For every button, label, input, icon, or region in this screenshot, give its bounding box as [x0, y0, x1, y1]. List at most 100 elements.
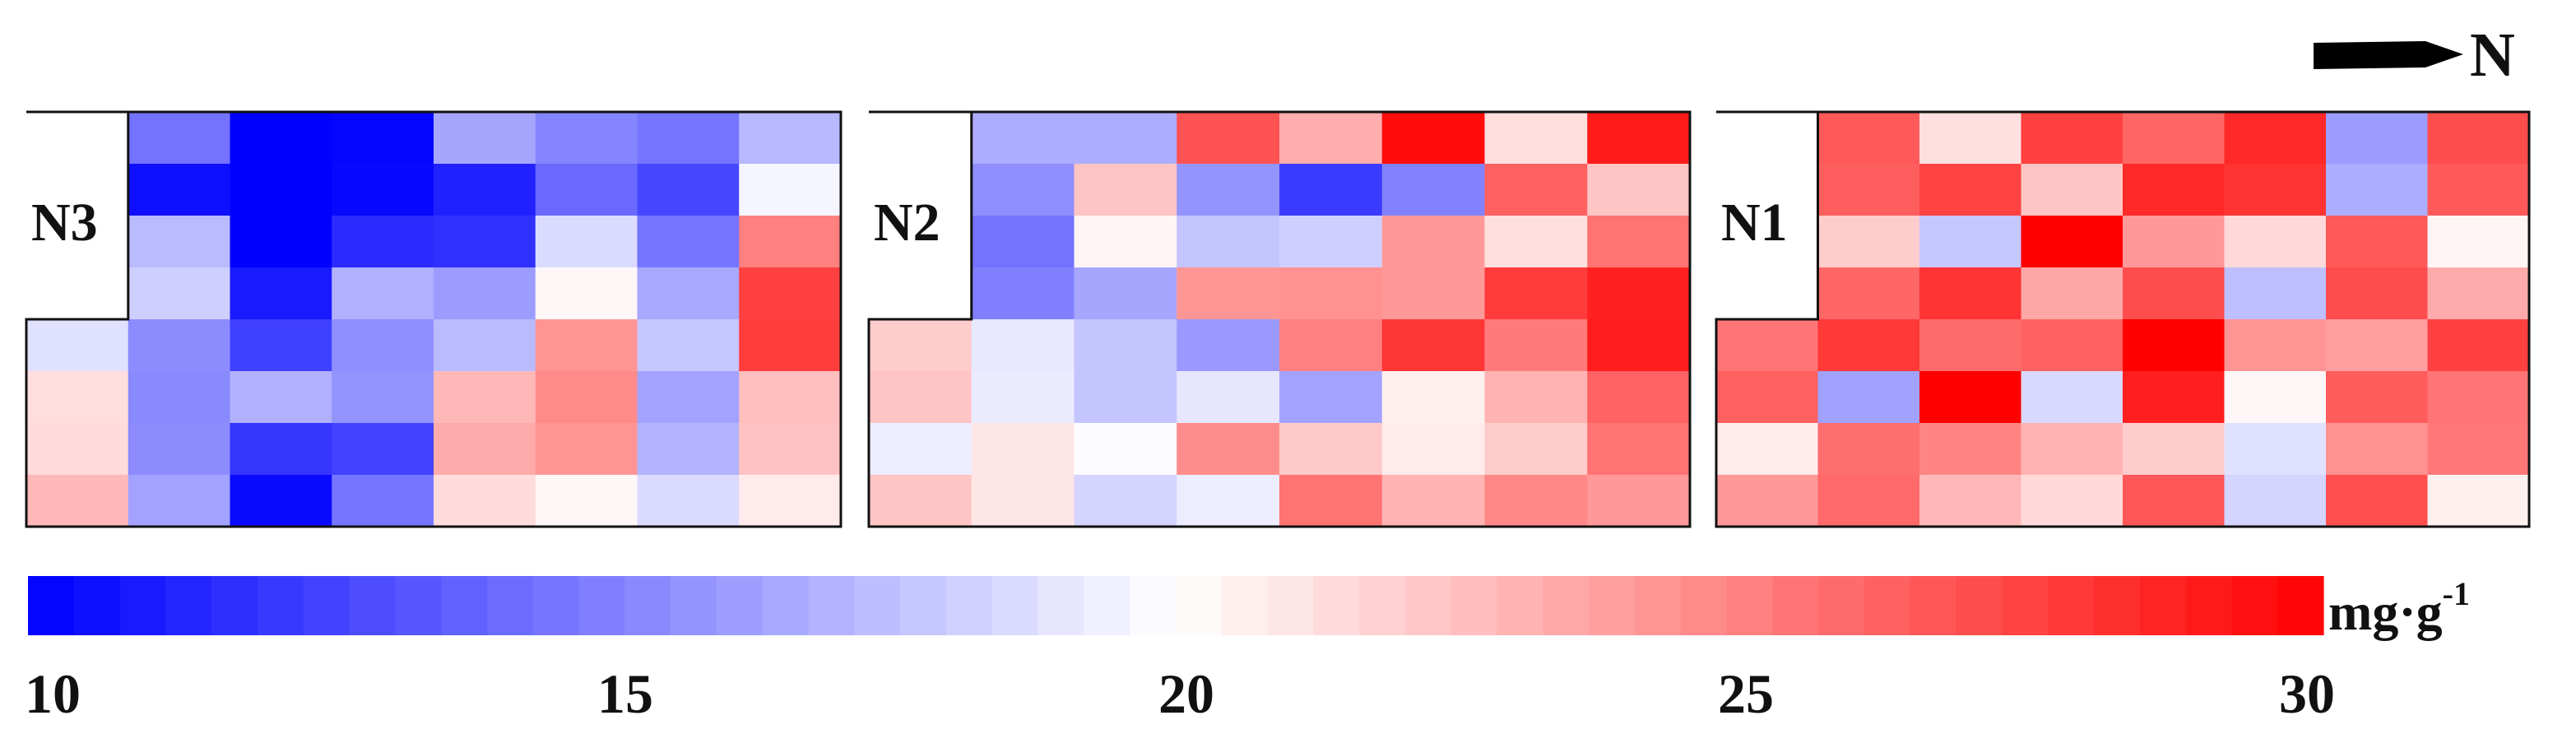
heatmap-cell: [869, 423, 972, 476]
colorbar-swatch: [1497, 576, 1543, 635]
heatmap-cell: [2224, 112, 2327, 165]
colorbar-swatch: [762, 576, 810, 635]
heatmap-cell: [535, 164, 638, 216]
heatmap-cell: [230, 371, 332, 424]
heatmap-cell: [1279, 112, 1383, 165]
heatmap-cell: [971, 371, 1075, 424]
colorbar-swatch: [808, 576, 855, 635]
heatmap-cell: [128, 216, 231, 268]
heatmap-cell: [1587, 164, 1691, 216]
colorbar-swatch: [1267, 576, 1314, 635]
heatmap-cell: [230, 164, 332, 216]
colorbar-swatch: [487, 576, 534, 635]
heatmap-cell: [2021, 164, 2123, 216]
heatmap-cell: [637, 164, 740, 216]
heatmap-cell: [2427, 267, 2530, 320]
colorbar-swatch: [946, 576, 993, 635]
heatmap-cell: [739, 216, 842, 268]
heatmap-cell: [1484, 319, 1588, 372]
heatmap-cell: [2123, 371, 2226, 424]
heatmap-cell: [2021, 371, 2123, 424]
panel-label: N1: [1721, 193, 1788, 253]
colorbar-tick-label: 20: [1158, 662, 1214, 725]
heatmap-cell: [230, 423, 332, 476]
heatmap-cell: [1381, 319, 1486, 372]
heatmap-cell: [1484, 112, 1588, 165]
heatmap-cell: [2021, 112, 2123, 165]
heatmap-cell: [1381, 267, 1486, 320]
heatmap-cell: [1177, 164, 1280, 216]
heatmap-cell: [128, 371, 231, 424]
panel-notch: [26, 112, 128, 319]
colorbar-swatch: [2048, 576, 2095, 635]
heatmap-cell: [1177, 319, 1280, 372]
heatmap-cell: [26, 319, 129, 372]
heatmap-cell: [434, 371, 536, 424]
heatmap-cell: [2123, 267, 2226, 320]
heatmap-cell: [535, 216, 638, 268]
heatmap-cell: [1817, 112, 1920, 165]
heatmap-cell: [1587, 267, 1691, 320]
panel-notch: [1716, 112, 1818, 319]
heatmap-cell: [1279, 216, 1383, 268]
heatmap-cell: [2427, 216, 2530, 268]
heatmap-cell: [2021, 319, 2123, 372]
colorbar-swatch: [73, 576, 121, 635]
panel-border: [25, 110, 842, 528]
heatmap-cell: [2123, 423, 2226, 476]
colorbar-unit-label: mg·g-1: [2328, 575, 2470, 641]
heatmap-cell: [1381, 423, 1486, 476]
heatmap-cell: [1484, 475, 1588, 527]
colorbar-swatch: [211, 576, 258, 635]
heatmap-cell: [2326, 319, 2429, 372]
heatmap-cell: [332, 423, 434, 476]
heatmap-cell: [26, 475, 129, 527]
colorbar-swatch: [1037, 576, 1084, 635]
heatmap-cell: [637, 216, 740, 268]
heatmap-cell: [1279, 371, 1383, 424]
heatmap-cell: [1279, 475, 1383, 527]
colorbar-swatch: [1818, 576, 1865, 635]
colorbar-swatch: [1910, 576, 1957, 635]
heatmap-cell: [2427, 319, 2530, 372]
heatmap-cell: [1919, 164, 2022, 216]
heatmap-cell: [535, 319, 638, 372]
heatmap-cell: [1177, 423, 1280, 476]
heatmap-cell: [2326, 423, 2429, 476]
heatmap-cell: [2021, 216, 2123, 268]
heatmap-cell: [1587, 112, 1691, 165]
heatmap-cell: [2123, 319, 2226, 372]
heatmap-cell: [434, 423, 536, 476]
colorbar-swatch: [900, 576, 947, 635]
heatmap-cell: [1817, 216, 1920, 268]
heatmap-cell: [332, 267, 434, 320]
heatmap-cell: [869, 319, 972, 372]
heatmap-cell: [230, 267, 332, 320]
heatmap-cell: [1074, 164, 1177, 216]
heatmap-cell: [535, 371, 638, 424]
heatmap-cell: [1919, 423, 2022, 476]
heatmap-cell: [2427, 164, 2530, 216]
heatmap-cell: [535, 267, 638, 320]
colorbar-swatch: [28, 576, 75, 635]
colorbar-swatch: [1313, 576, 1360, 635]
heatmap-cell: [1074, 475, 1177, 527]
heatmap-cell: [1177, 475, 1280, 527]
heatmap-panels: N3 N2 N1: [25, 110, 2531, 528]
heatmap-cell: [1279, 423, 1383, 476]
heatmap-cell: [1074, 371, 1177, 424]
heatmap-cell: [128, 112, 231, 165]
heatmap-cell: [739, 423, 842, 476]
heatmap-cell: [1074, 267, 1177, 320]
heatmap-cell: [1919, 319, 2022, 372]
heatmap-cell: [1716, 371, 1819, 424]
heatmap-cell: [2123, 475, 2226, 527]
heatmap-cell: [1074, 423, 1177, 476]
heatmap-cell: [2021, 423, 2123, 476]
heatmap-cell: [637, 371, 740, 424]
heatmap-cell: [1817, 423, 1920, 476]
heatmap-cell: [1716, 475, 1819, 527]
colorbar-tick-label: 10: [25, 662, 81, 725]
colorbar-tick-label: 15: [597, 662, 653, 725]
panel-n3: N3: [25, 110, 842, 528]
